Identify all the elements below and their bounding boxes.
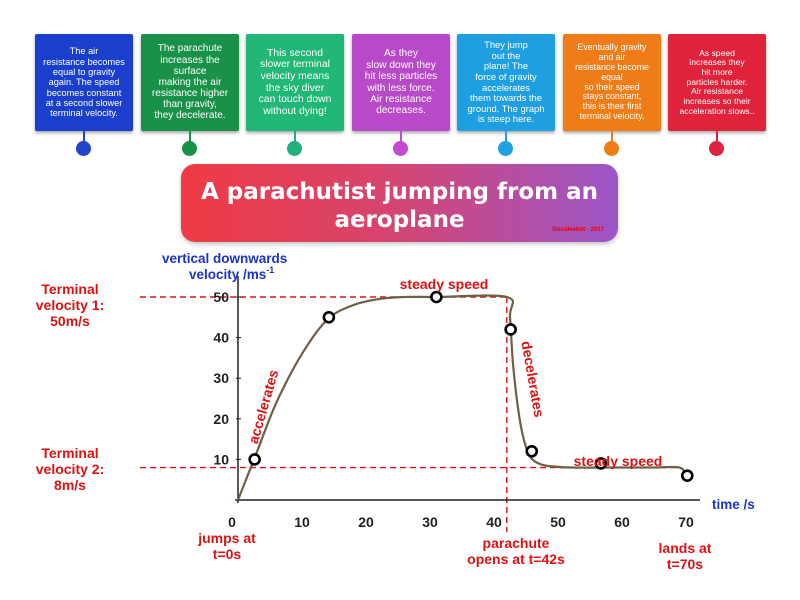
info-card-text: The air resistance becomes equal to grav…: [43, 46, 125, 119]
y-tick-label: 30: [213, 370, 229, 386]
card-pin-stem: [189, 131, 191, 144]
info-card[interactable]: As they slow down they hit less particle…: [352, 34, 450, 131]
point-marker[interactable]: [248, 453, 261, 466]
point-markers: [248, 290, 694, 482]
terminal-velocity-2-label: 8m/s: [54, 477, 86, 493]
card-pin-stem: [400, 131, 402, 144]
terminal-velocity-1-label: Terminal: [41, 281, 98, 297]
x-axis-label: time /s: [712, 497, 755, 512]
card-pin: [604, 141, 619, 156]
x-tick-label: 20: [358, 514, 374, 530]
x-tick-labels: 0 10 20 30 40 50 60 70: [228, 514, 694, 530]
card-pin: [287, 141, 302, 156]
info-card-text: The parachute increases the surface maki…: [151, 43, 229, 122]
x-tick-label: 70: [678, 514, 694, 530]
terminal-velocity-2-label: Terminal: [41, 445, 98, 461]
velocity-curve: [236, 294, 687, 501]
info-card-text: This second slower terminal velocity mea…: [258, 47, 332, 117]
parachute-opens-label: parachute: [483, 535, 550, 551]
info-card[interactable]: The air resistance becomes equal to grav…: [35, 34, 133, 131]
info-card[interactable]: As speed increases they hit more particl…: [668, 34, 766, 131]
y-tick-label: 20: [213, 411, 229, 427]
card-pin: [76, 141, 91, 156]
x-tick-label: 10: [294, 514, 310, 530]
x-tick-label: 40: [486, 514, 502, 530]
card-pin-stem: [505, 131, 507, 144]
info-card[interactable]: The parachute increases the surface maki…: [141, 34, 239, 131]
lands-at-label: lands at: [659, 540, 712, 556]
point-marker[interactable]: [322, 310, 336, 324]
banner-title: A parachutist jumping from an aeroplane: [200, 179, 599, 233]
point-marker[interactable]: [525, 444, 539, 458]
info-card-text: As they slow down they hit less particle…: [364, 48, 438, 117]
point-marker[interactable]: [430, 290, 443, 304]
info-card[interactable]: Eventually gravity and air resistance be…: [563, 34, 661, 131]
card-pin: [498, 141, 513, 156]
steady-speed-label: steady speed: [574, 453, 663, 469]
x-tick-label: 30: [422, 514, 438, 530]
info-card-text: As speed increases they hit more particl…: [679, 47, 755, 116]
point-marker[interactable]: [680, 469, 694, 482]
x-tick-label: 0: [228, 514, 236, 530]
y-tick-label: 10: [213, 451, 229, 467]
y-axis-label-line1: vertical downwards: [162, 251, 287, 266]
plot-area: [238, 276, 698, 500]
terminal-velocity-1-label: 50m/s: [50, 313, 90, 329]
card-pin-stem: [716, 131, 718, 144]
info-card[interactable]: This second slower terminal velocity mea…: [246, 34, 344, 131]
card-pin: [182, 141, 197, 156]
y-tick-label: 40: [213, 330, 229, 346]
terminal-velocity-1-label: velocity 1:: [36, 297, 104, 313]
y-axis-label-line2: velocity /ms-1: [189, 265, 274, 282]
info-card[interactable]: They jump out the plane! The force of gr…: [457, 34, 555, 131]
title-banner: A parachutist jumping from an aeroplane …: [181, 164, 618, 242]
banner-credit: Doodleebot · 2017: [552, 227, 604, 233]
point-marker[interactable]: [594, 457, 608, 470]
card-pin: [709, 141, 724, 156]
steady-speed-label: steady speed: [400, 276, 489, 292]
terminal-velocity-2-label: velocity 2:: [36, 461, 104, 477]
info-card-text: They jump out the plane! The force of gr…: [467, 39, 545, 125]
y-tick-labels: 10 20 30 40 50: [213, 289, 241, 467]
info-card-text: Eventually gravity and air resistance be…: [575, 42, 649, 122]
x-tick-label: 60: [614, 514, 630, 530]
parachute-opens-label: opens at t=42s: [467, 551, 565, 567]
card-pin: [393, 141, 408, 156]
jumps-at-label: jumps at: [197, 530, 256, 546]
x-tick-label: 50: [550, 514, 566, 530]
point-marker[interactable]: [504, 323, 517, 336]
card-pin-stem: [294, 131, 296, 144]
jumps-at-label: t=0s: [213, 546, 242, 562]
lands-at-label: t=70s: [667, 556, 703, 572]
card-pin-stem: [83, 131, 85, 144]
card-pin-stem: [611, 131, 613, 144]
y-tick-label: 50: [213, 289, 229, 305]
